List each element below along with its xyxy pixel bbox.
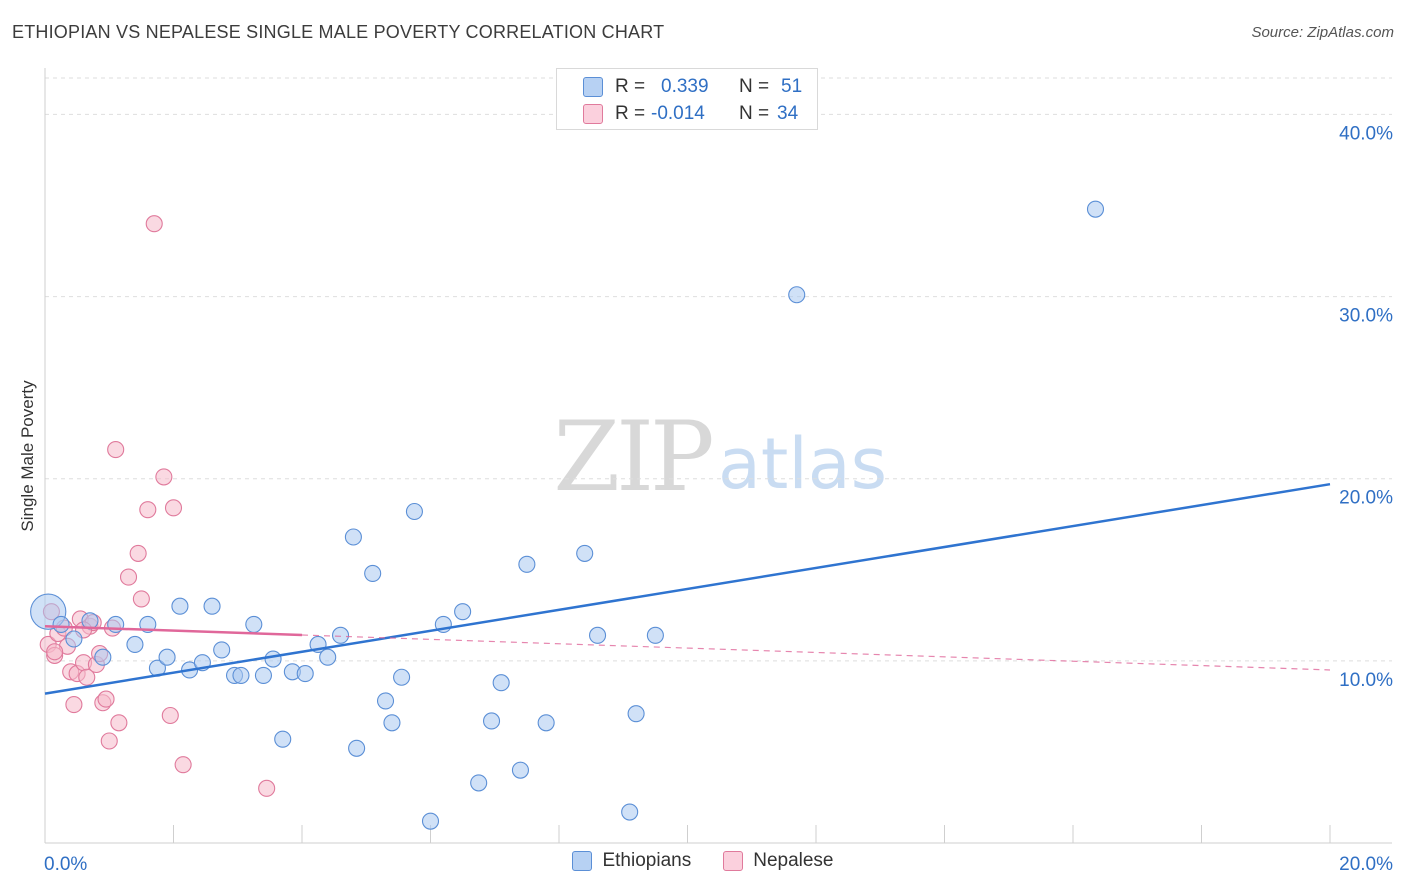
ethiopian-point	[421, 812, 440, 830]
ethiopians-points	[30, 200, 1105, 830]
ethiopian-point	[788, 286, 806, 304]
trend-lines	[44, 482, 1331, 695]
nepalese-point	[174, 756, 192, 774]
pink-swatch	[583, 104, 603, 124]
ethiopian-point	[94, 648, 112, 666]
y-tick-label: 40.0%	[1339, 123, 1393, 144]
y-tick-label: 30.0%	[1339, 306, 1393, 327]
series-legend: Ethiopians Nepalese	[0, 850, 1406, 872]
nepalese-point	[129, 544, 147, 562]
legend-row-ethiopians: R = 0.339 N = 51	[583, 73, 802, 101]
ethiopian-point	[383, 714, 401, 732]
watermark: ZIP atlas	[553, 401, 887, 513]
blue-swatch	[572, 851, 593, 871]
ethiopian-point	[331, 626, 350, 644]
ethiopian-point	[344, 528, 362, 546]
nepalese-point	[132, 590, 150, 608]
r-value: -0.014	[651, 103, 705, 124]
ethiopian-point	[126, 635, 144, 654]
ethiopian-point	[393, 668, 411, 686]
n-label: N =	[739, 103, 770, 124]
axis-labels: 10.0% 20.0% 30.0% 40.0% 0.0% 20.0% Single Male…	[18, 123, 1393, 875]
y-tick-label: 20.0%	[1339, 488, 1393, 509]
ethiopian-point	[627, 705, 645, 723]
ethiopian-point	[646, 626, 664, 644]
stats-legend: R = 0.339 N = 51 R = -0.014 N = 34	[556, 68, 818, 130]
nepalese-trend-line	[44, 625, 303, 637]
source-credit: Source: ZipAtlas.com	[1251, 24, 1394, 41]
ethiopian-point	[171, 597, 189, 615]
nepalese-points	[39, 215, 276, 797]
y-axis-label: Single Male Poverty	[18, 380, 37, 532]
nepalese-point	[258, 779, 276, 797]
gridlines	[45, 77, 1392, 662]
ethiopian-point	[454, 603, 472, 621]
ethiopian-point	[470, 774, 488, 792]
ethiopian-point	[52, 615, 70, 633]
ethiopian-point	[364, 564, 382, 582]
ethiopian-point	[405, 502, 423, 521]
ethiopian-point	[482, 712, 501, 730]
x-tick-label: 0.0%	[44, 854, 87, 875]
legend-item-nepalese[interactable]: Nepalese	[723, 850, 834, 872]
nepalese-trend-line-dashed	[301, 634, 1331, 671]
nepalese-point	[97, 690, 115, 708]
ethiopian-point	[537, 714, 555, 732]
axes	[44, 68, 1392, 844]
watermark-atlas: atlas	[718, 423, 887, 505]
blue-swatch	[583, 77, 603, 97]
ethiopian-point	[254, 666, 273, 684]
legend-label-nepalese: Nepalese	[753, 850, 834, 871]
x-tick-label: 20.0%	[1339, 854, 1393, 875]
ethiopian-point	[203, 597, 221, 615]
ethiopian-point	[376, 692, 395, 710]
legend-row-nepalese: R = -0.014 N = 34	[583, 100, 798, 128]
ethiopian-point	[492, 674, 510, 692]
nepalese-point	[119, 568, 138, 586]
ethiopian-point	[518, 555, 536, 573]
n-value: 51	[781, 76, 803, 97]
ethiopian-point	[274, 730, 292, 748]
ethiopian-point	[1086, 200, 1105, 218]
ethiopian-point	[296, 665, 314, 683]
nepalese-point	[139, 501, 157, 519]
nepalese-point	[46, 643, 64, 661]
ethiopian-point	[264, 650, 282, 668]
chart-title: ETHIOPIAN VS NEPALESE SINGLE MALE POVERT…	[12, 22, 665, 42]
nepalese-point	[164, 499, 183, 517]
r-label: R =	[615, 76, 646, 97]
nepalese-point	[65, 696, 83, 714]
ethiopian-point	[245, 615, 263, 633]
n-label: N =	[739, 76, 770, 97]
ethiopian-point	[213, 641, 231, 659]
r-label: R =	[615, 103, 646, 124]
watermark-zip: ZIP	[553, 401, 712, 513]
nepalese-point	[110, 714, 128, 732]
ethiopian-point	[588, 626, 607, 644]
nepalese-point	[107, 441, 125, 459]
r-value: 0.339	[661, 76, 709, 97]
ethiopian-point	[232, 666, 250, 684]
ethiopian-point	[621, 803, 639, 821]
ethiopian-point	[319, 648, 337, 666]
legend-item-ethiopians[interactable]: Ethiopians	[572, 850, 691, 872]
nepalese-point	[78, 668, 96, 686]
n-value: 34	[777, 103, 799, 124]
ethiopians-trend-line	[44, 482, 1331, 695]
nepalese-point	[161, 706, 179, 725]
legend-label-ethiopians: Ethiopians	[602, 850, 692, 871]
y-tick-label: 10.0%	[1339, 670, 1393, 691]
ethiopian-point	[65, 630, 83, 648]
ethiopian-point	[158, 648, 176, 666]
nepalese-point	[155, 468, 173, 486]
nepalese-point	[145, 215, 163, 233]
ethiopian-point	[348, 739, 366, 757]
ethiopian-point	[576, 544, 594, 562]
pink-swatch	[723, 851, 744, 871]
ethiopian-point	[511, 761, 530, 779]
nepalese-point	[100, 732, 118, 750]
